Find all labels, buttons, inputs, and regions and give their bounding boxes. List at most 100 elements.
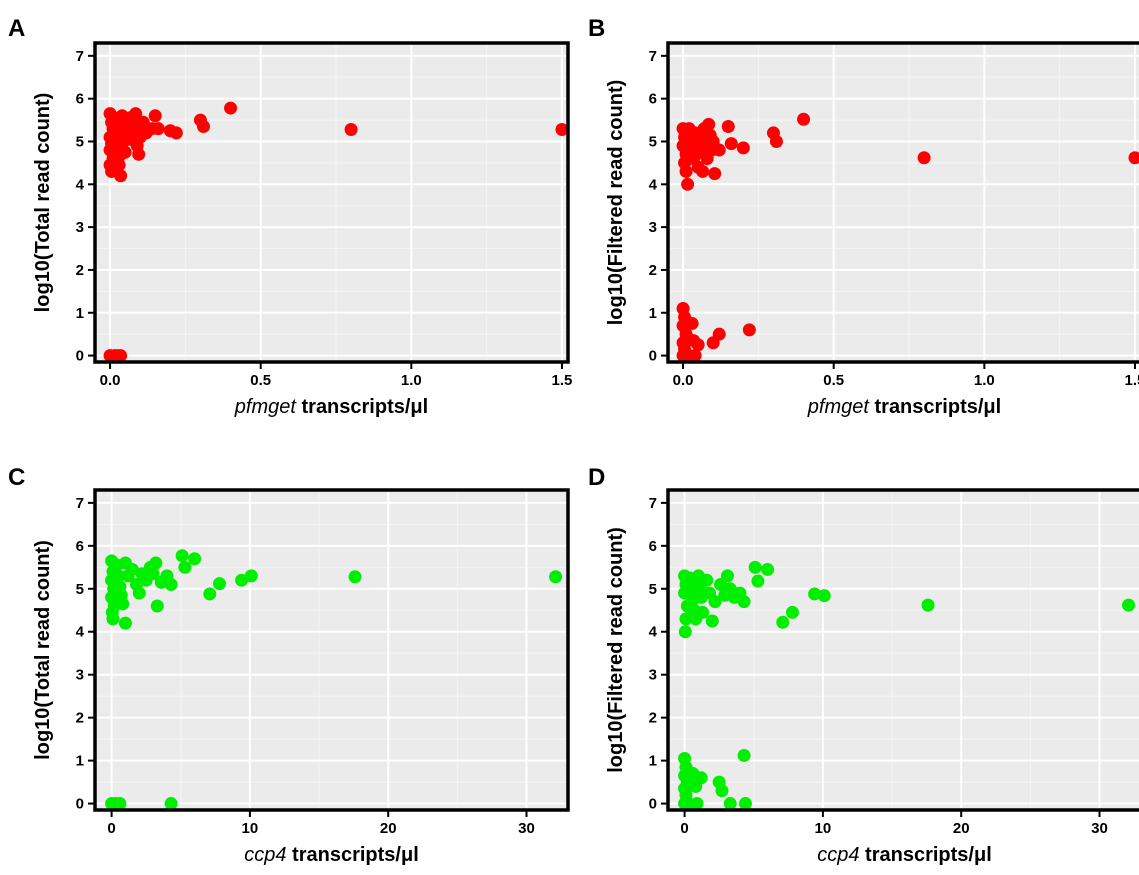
y-tick-label: 6 (76, 538, 84, 555)
x-axis-gene-name: pfmget (234, 396, 298, 418)
data-point (244, 569, 258, 583)
data-point (723, 797, 737, 811)
x-tick-label: 20 (380, 820, 397, 837)
data-point (702, 117, 716, 131)
y-axis-title: log10(Filtered read count) (605, 80, 627, 326)
y-tick-label: 1 (649, 305, 657, 322)
data-point (175, 549, 189, 563)
x-tick-label: 10 (242, 820, 259, 837)
data-point (737, 748, 751, 762)
y-tick-label: 3 (76, 219, 84, 236)
panel-letter: B (588, 15, 605, 42)
y-tick-label: 4 (76, 624, 85, 641)
data-point (150, 599, 164, 613)
data-point (736, 141, 750, 155)
data-point (113, 797, 127, 811)
data-point (125, 562, 139, 576)
data-point (761, 562, 775, 576)
data-point (1122, 598, 1136, 612)
data-point (169, 126, 183, 140)
x-tick-label: 1.5 (1125, 372, 1139, 389)
x-tick-label: 30 (1091, 820, 1108, 837)
y-tick-label: 3 (76, 667, 84, 684)
data-point (715, 784, 729, 798)
data-point (776, 615, 790, 629)
y-tick-label: 1 (76, 305, 84, 322)
data-point (146, 567, 160, 581)
data-point (129, 107, 143, 121)
x-axis-units: transcripts/μl (869, 396, 1001, 418)
data-point (808, 587, 822, 601)
data-point (136, 115, 150, 129)
x-axis-units: transcripts/μl (296, 396, 428, 418)
x-tick-label: 30 (518, 820, 535, 837)
data-point (196, 119, 210, 133)
x-axis-units: transcripts/μl (286, 844, 418, 866)
data-point (112, 158, 126, 172)
panel-border (666, 41, 1139, 364)
data-point (118, 616, 132, 630)
x-axis-gene-name: ccp4 (244, 844, 286, 866)
data-point (917, 151, 931, 165)
y-tick-label: 7 (649, 495, 657, 512)
data-point (1128, 151, 1139, 165)
x-axis-title: ccp4 transcripts/μl (817, 844, 992, 866)
data-point (224, 101, 238, 115)
panel-letter: D (588, 464, 605, 491)
data-point (737, 595, 751, 609)
data-point (555, 122, 569, 136)
data-point (705, 614, 719, 628)
data-point (691, 338, 705, 352)
data-point (235, 573, 249, 587)
y-tick-label: 5 (649, 581, 657, 598)
data-point (688, 349, 702, 363)
data-point (164, 577, 178, 591)
data-point (149, 556, 163, 570)
x-tick-label: 0 (107, 820, 115, 837)
y-tick-label: 2 (76, 710, 84, 727)
x-tick-label: 1.5 (552, 372, 573, 389)
data-point (148, 109, 162, 123)
panel-b: B 0.0 0.5 1.0 1.5 0 1 2 3 4 5 6 7 pfmget transcripts/… (588, 15, 1139, 418)
data-point (751, 574, 765, 588)
data-point (679, 164, 693, 178)
y-tick-label: 7 (76, 48, 84, 65)
panel-border (93, 488, 570, 812)
x-axis-gene-name: pfmget (807, 396, 871, 418)
data-point (742, 323, 756, 337)
x-tick-label: 1.0 (401, 372, 422, 389)
data-point (114, 169, 128, 183)
data-point (785, 605, 799, 619)
y-tick-label: 5 (649, 133, 657, 150)
y-tick-label: 4 (76, 176, 85, 193)
data-point (112, 569, 126, 583)
y-tick-label: 4 (649, 624, 658, 641)
plot-background (95, 43, 568, 362)
data-point (348, 570, 362, 584)
data-point (724, 137, 738, 151)
data-point (678, 625, 692, 639)
y-tick-label: 0 (76, 796, 84, 813)
x-tick-label: 20 (953, 820, 970, 837)
data-point (549, 570, 563, 584)
data-point (696, 164, 710, 178)
data-point (817, 589, 831, 603)
x-tick-label: 0.0 (673, 372, 694, 389)
x-tick-label: 1.0 (974, 372, 995, 389)
data-point (132, 147, 146, 161)
data-point (694, 771, 708, 785)
data-point (748, 560, 762, 574)
x-tick-label: 0.5 (250, 372, 271, 389)
y-tick-label: 1 (649, 753, 657, 770)
data-point (203, 587, 217, 601)
data-point (132, 586, 146, 600)
data-point (188, 552, 202, 566)
data-point (118, 145, 132, 159)
y-tick-label: 3 (649, 667, 657, 684)
data-point (679, 612, 693, 626)
x-tick-label: 0.5 (823, 372, 844, 389)
plot-background (95, 490, 568, 810)
data-point (178, 560, 192, 574)
x-axis-gene-name: ccp4 (817, 844, 859, 866)
